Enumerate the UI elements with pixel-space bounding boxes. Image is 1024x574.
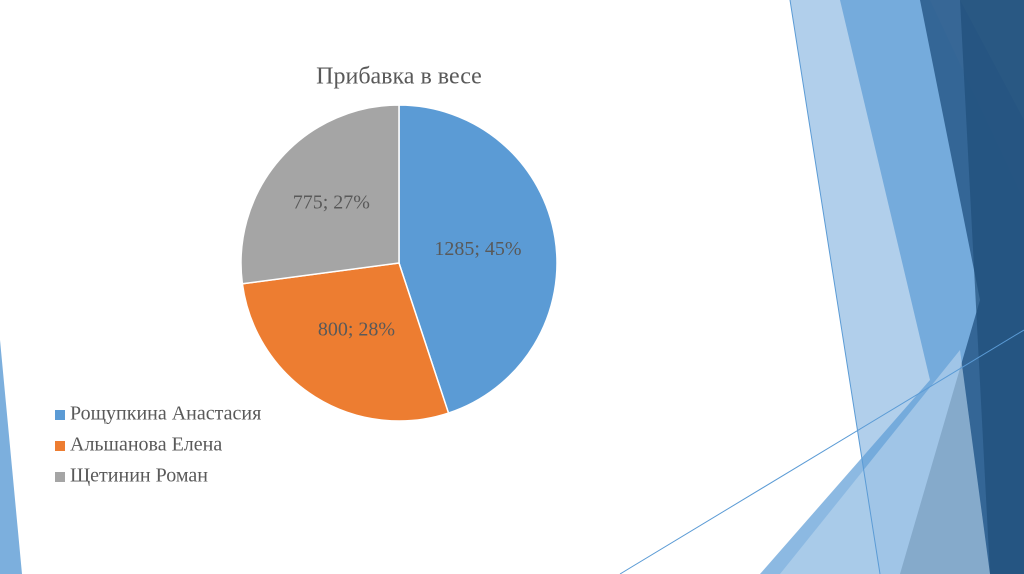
- pie-slice: [398, 104, 558, 414]
- legend-label: Альшанова Елена: [70, 434, 222, 456]
- legend-label: Щетинин Роман: [70, 465, 208, 487]
- pie-slice: [241, 262, 450, 422]
- chart-title: Прибавка в весе: [316, 64, 482, 90]
- data-label: 775; 27%: [293, 191, 370, 213]
- pie: 1285; 45% 800; 28% 775; 27%: [240, 104, 558, 422]
- legend-label: Рощупкина Анастасия: [70, 403, 261, 425]
- data-label: 1285; 45%: [434, 238, 521, 260]
- legend-swatch: [55, 441, 65, 451]
- legend: Рощупкина Анастасия Альшанова Елена Щетини…: [55, 403, 261, 487]
- data-label: 800; 28%: [318, 318, 395, 340]
- legend-swatch: [55, 472, 65, 482]
- legend-swatch: [55, 410, 65, 420]
- pie-slice: [240, 104, 400, 285]
